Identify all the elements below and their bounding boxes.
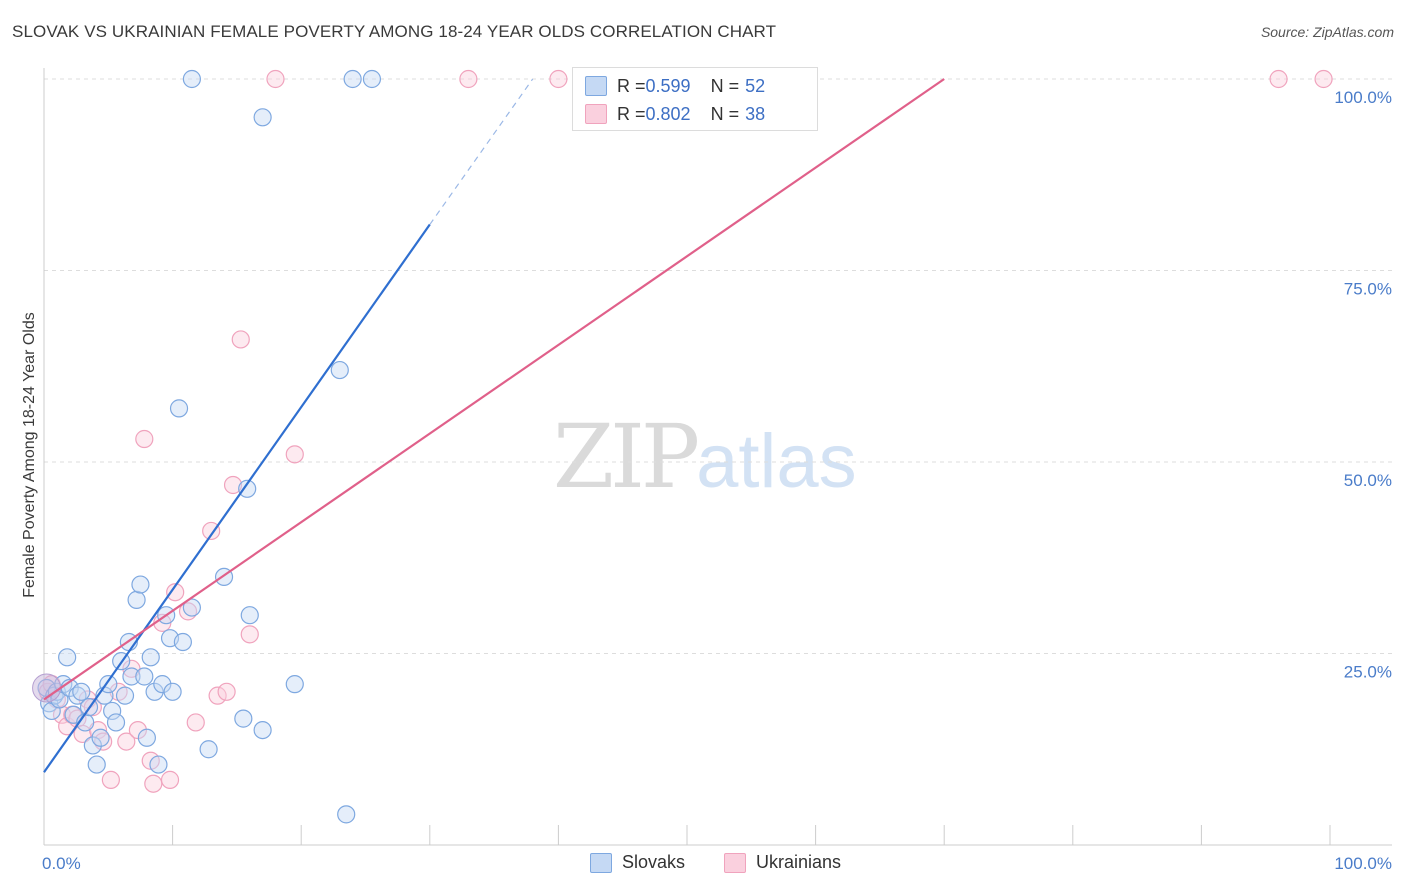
slovak-point [103, 701, 122, 721]
slovak-point [238, 479, 257, 498]
slovak-point [285, 675, 304, 694]
slovak-point [234, 709, 253, 728]
legend-swatch-slovaks [585, 76, 607, 96]
ukrainian-point [223, 475, 243, 495]
ukrainian-point [208, 686, 227, 705]
legend-r-value: 0.599 [645, 75, 691, 96]
chart-title: SLOVAK VS UKRAINIAN FEMALE POVERTY AMONG… [12, 22, 777, 41]
correlation-legend: R = 0.599 N = 52 R = 0.802 N = 38 [572, 67, 818, 131]
slovaks-label: Slovaks [622, 852, 686, 872]
slovak-point [72, 682, 91, 701]
slovak-point [106, 713, 126, 732]
series-legend: Slovaks Ukrainians [0, 852, 1406, 876]
gridlines [44, 78, 1392, 654]
legend-row-slovaks: R = 0.599 N = 52 [585, 74, 765, 98]
slovak-point [145, 682, 164, 701]
legend-r-value: 0.802 [645, 103, 691, 124]
slovak-point [343, 69, 362, 89]
legend-row-ukrainians: R = 0.802 N = 38 [585, 102, 765, 126]
watermark-zip: ZIP [553, 405, 700, 508]
ukrainian-point [1269, 69, 1288, 89]
axes [43, 68, 1392, 846]
slovak-point [131, 575, 150, 594]
ukrainian-point [117, 732, 136, 751]
legend-n-label: N = [710, 75, 740, 96]
ukrainians-trend-line [43, 78, 945, 701]
legend-n-value: 52 [745, 75, 766, 96]
slovak-point [115, 686, 135, 705]
slovak-point [182, 69, 201, 89]
y-tick-label: 25.0% [1344, 663, 1392, 682]
slovak-point [169, 399, 189, 418]
ukrainians-points [38, 69, 1333, 793]
ukrainian-point [160, 770, 180, 789]
slovak-point [182, 598, 201, 617]
slovak-point [362, 69, 382, 89]
ukrainian-point [166, 583, 185, 602]
legend-n-label: N = [710, 103, 740, 124]
tick-labels: 25.0% 50.0% 75.0% 100.0% 0.0% 100.0% [42, 88, 1392, 873]
ukrainians-swatch [724, 852, 746, 873]
ukrainian-point [459, 69, 478, 89]
ukrainian-point [285, 445, 304, 464]
ukrainian-point [186, 713, 205, 732]
legend-r-label: R = [617, 103, 646, 124]
legend-n-value: 38 [745, 103, 766, 124]
ukrainian-point [202, 521, 221, 541]
slovak-point [173, 632, 192, 652]
slovaks-trend-extension [429, 78, 534, 225]
slovak-point [135, 667, 154, 686]
legend-item-slovaks[interactable]: Slovaks [590, 852, 685, 873]
slovak-point [87, 755, 106, 774]
slovak-point [253, 720, 272, 740]
slovaks-points [32, 69, 382, 824]
ukrainian-point [83, 698, 102, 717]
slovaks-swatch [590, 852, 612, 873]
ukrainian-point [217, 682, 236, 701]
legend-r-label: R = [617, 75, 646, 96]
source-label: Source: ZipAtlas.com [1260, 24, 1394, 40]
slovak-point [91, 728, 110, 747]
slovak-point [141, 648, 160, 667]
slovak-point [149, 755, 168, 774]
slovak-point [83, 736, 102, 755]
slovak-point [127, 590, 146, 609]
slovak-point [122, 667, 141, 686]
trend-lines [43, 78, 945, 773]
ukrainian-point [240, 625, 259, 644]
ukrainian-point [1314, 69, 1333, 89]
ukrainians-label: Ukrainians [756, 852, 842, 872]
y-tick-label: 100.0% [1334, 88, 1392, 107]
slovak-point [240, 606, 259, 625]
slovak-point [137, 728, 156, 747]
slovaks-trend-line [43, 223, 431, 773]
slovak-point [330, 360, 349, 380]
y-tick-label: 50.0% [1344, 471, 1392, 490]
y-tick-label: 75.0% [1344, 280, 1392, 299]
legend-item-ukrainians[interactable]: Ukrainians [724, 852, 841, 873]
slovak-point [253, 108, 272, 127]
x-tick-label: 100.0% [1334, 854, 1392, 873]
ukrainian-point [73, 724, 92, 744]
ukrainian-point [266, 69, 285, 89]
slovak-point [337, 805, 356, 824]
legend-swatch-ukrainians [585, 104, 607, 124]
x-tick-label: 0.0% [42, 854, 81, 873]
slovak-point [153, 675, 172, 694]
ukrainian-point [144, 774, 163, 793]
slovak-point [199, 740, 218, 759]
ukrainian-point [231, 330, 250, 349]
ukrainian-point [101, 770, 120, 789]
slovak-point [163, 682, 182, 701]
ukrainian-point [549, 69, 568, 89]
ukrainian-point [135, 429, 154, 449]
slovak-point [58, 648, 77, 667]
